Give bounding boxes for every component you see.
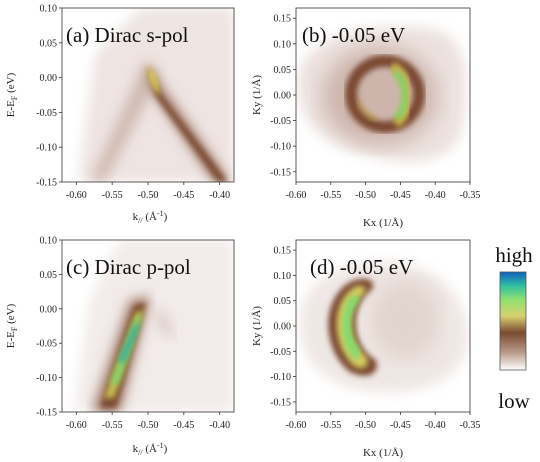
panel-d-title: (d) -0.05 eV (310, 255, 413, 279)
colorbar-gradient (499, 271, 527, 371)
y-tick-label: -0.10 (270, 372, 291, 383)
panel-c: (c) Dirac p-pol -0.60 -0.55 -0.50 -0.45 -0.4… (5, 236, 235, 457)
x-tick-label: -0.40 (425, 420, 446, 431)
y-tick-label: 0.15 (274, 246, 292, 257)
colorbar-high-label: high (495, 243, 533, 267)
x-tick-label: -0.40 (425, 190, 446, 201)
panel-d-xlabel: Kx (1/Å) (363, 447, 403, 459)
y-tick-label: -0.15 (270, 167, 291, 178)
y-tick-label: -0.15 (36, 408, 57, 419)
panel-c-title: (c) Dirac p-pol (66, 255, 191, 279)
panel-a-ticks: -0.60 -0.55 -0.50 -0.45 -0.40 0.10 0.05 0.00 -0.… (36, 4, 230, 202)
y-tick-label: -0.10 (36, 143, 57, 154)
y-tick-label: 0.15 (274, 14, 292, 25)
panel-d-ticks: -0.60 -0.55 -0.50 -0.45 -0.40 -0.35 0.15 0.10 0.… (270, 246, 480, 431)
y-tick-label: -0.10 (36, 373, 57, 384)
x-tick-label: -0.55 (102, 190, 123, 201)
x-tick-label: -0.45 (173, 190, 194, 201)
y-tick-label: 0.10 (40, 236, 58, 247)
x-tick-label: -0.45 (390, 190, 411, 201)
x-tick-label: -0.55 (320, 420, 341, 431)
colorbar: high low (495, 243, 533, 413)
panel-d-ylabel: Ky (1/Å) (251, 306, 263, 346)
x-tick-label: -0.45 (390, 420, 411, 431)
x-tick-label: -0.50 (355, 190, 376, 201)
y-tick-label: 0.05 (40, 270, 58, 281)
x-tick-label: -0.50 (138, 420, 159, 431)
x-tick-label: -0.40 (209, 190, 230, 201)
panel-d-heatmap (299, 262, 469, 393)
x-tick-label: -0.55 (320, 190, 341, 201)
panel-b-heatmap (297, 26, 467, 162)
x-tick-label: -0.50 (138, 190, 159, 201)
panel-b-xlabel: Kx (1/Å) (363, 217, 403, 229)
x-tick-label: -0.60 (286, 190, 307, 201)
panel-d: (d) -0.05 eV -0.60 -0.55 -0.50 -0.45 -0.40 -0… (251, 239, 480, 459)
y-tick-label: 0.05 (40, 38, 58, 49)
x-tick-label: -0.60 (66, 420, 87, 431)
panel-c-ylabel: E-EF (eV) (5, 303, 19, 348)
y-tick-label: 0.00 (40, 304, 58, 315)
x-tick-label: -0.55 (102, 420, 123, 431)
x-tick-label: -0.35 (460, 420, 481, 431)
x-tick-label: -0.60 (66, 190, 87, 201)
x-tick-label: -0.35 (460, 190, 481, 201)
colorbar-low-label: low (498, 389, 530, 413)
panel-b-ylabel: Ky (1/Å) (251, 75, 263, 115)
panel-a-ylabel: E-EF (eV) (5, 72, 19, 117)
x-tick-label: -0.45 (173, 420, 194, 431)
y-tick-label: -0.05 (270, 347, 291, 358)
x-tick-label: -0.40 (209, 420, 230, 431)
x-tick-label: -0.60 (286, 420, 307, 431)
panel-a-heatmap (78, 8, 234, 182)
y-tick-label: 0.10 (40, 4, 58, 15)
y-tick-label: 0.00 (274, 91, 292, 102)
panel-c-xlabel: k// (Å-1) (133, 441, 168, 457)
y-tick-label: 0.00 (274, 322, 292, 333)
panel-a: (a) Dirac s-pol -0.60 -0.55 -0.50 -0.45 -0.4… (5, 4, 235, 225)
y-tick-label: -0.05 (36, 108, 57, 119)
y-tick-label: 0.05 (274, 296, 292, 307)
panel-a-xlabel: k// (Å-1) (133, 209, 168, 225)
y-tick-label: 0.10 (274, 39, 292, 50)
y-tick-label: -0.05 (36, 339, 57, 350)
panel-b: (b) -0.05 eV -0.60 -0.55 -0.50 -0.45 -0.40 -0… (251, 7, 480, 229)
y-tick-label: 0.05 (274, 65, 292, 76)
y-tick-label: -0.10 (270, 142, 291, 153)
y-tick-label: 0.00 (40, 73, 58, 84)
panel-c-ticks: -0.60 -0.55 -0.50 -0.45 -0.40 0.10 0.05 0.00 -0.… (36, 236, 230, 432)
panel-c-heatmap (74, 240, 234, 412)
y-tick-label: -0.15 (270, 397, 291, 408)
y-tick-label: -0.15 (36, 178, 57, 189)
panel-b-ticks: -0.60 -0.55 -0.50 -0.45 -0.40 -0.35 0.15 0.10 0.… (270, 14, 480, 201)
panel-a-title: (a) Dirac s-pol (66, 23, 189, 47)
panel-b-title: (b) -0.05 eV (302, 23, 405, 47)
y-tick-label: -0.05 (270, 116, 291, 127)
y-tick-label: 0.10 (274, 271, 292, 282)
x-tick-label: -0.50 (355, 420, 376, 431)
